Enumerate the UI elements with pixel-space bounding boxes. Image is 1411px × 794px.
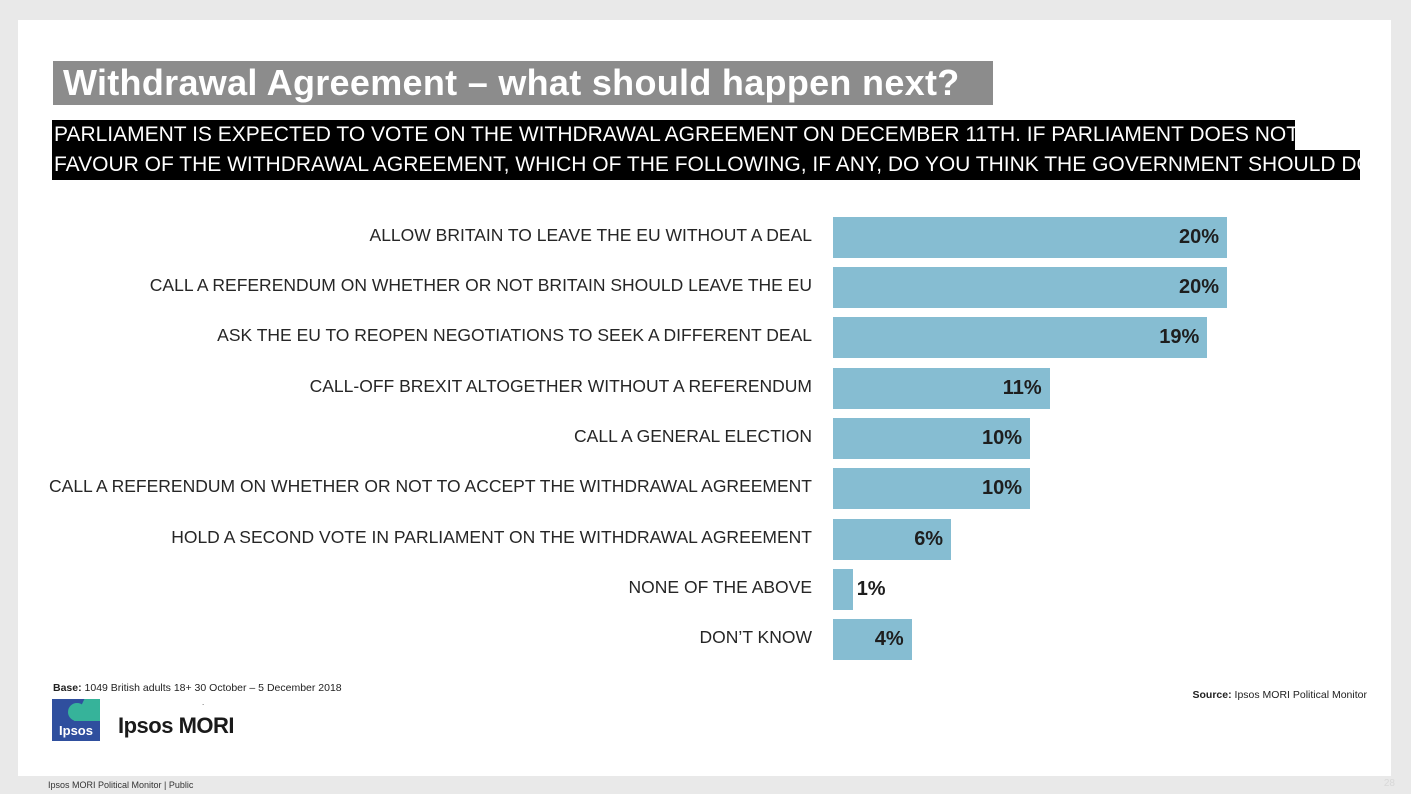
category-label: ASK THE EU TO REOPEN NEGOTIATIONS TO SEE… <box>217 325 812 345</box>
value-label: 6% <box>914 528 944 550</box>
source-label: Source: <box>1192 689 1232 701</box>
bar <box>833 368 1050 409</box>
page-number: 28 <box>1383 778 1395 789</box>
category-label: CALL A REFERENDUM ON WHETHER OR NOT TO A… <box>49 476 812 496</box>
bar <box>833 317 1208 358</box>
bar <box>833 418 1030 459</box>
value-label: 10% <box>982 477 1023 499</box>
bar <box>833 267 1227 308</box>
bar <box>833 468 1030 509</box>
value-label: 1% <box>856 578 886 600</box>
base-text: 1049 British adults 18+ 30 October – 5 D… <box>84 682 342 694</box>
value-label: 20% <box>1179 276 1220 298</box>
source-note: Source: Ipsos MORI Political Monitor <box>1193 689 1367 701</box>
source-text: Ipsos MORI Political Monitor <box>1234 689 1367 701</box>
question-line-1: PARLIAMENT IS EXPECTED TO VOTE ON THE WI… <box>52 120 1295 150</box>
value-label: 10% <box>982 427 1023 449</box>
category-label: CALL A REFERENDUM ON WHETHER OR NOT BRIT… <box>149 275 812 295</box>
slide: Withdrawal Agreement – what should happe… <box>18 20 1391 776</box>
footer-text: Ipsos MORI Political Monitor | Public <box>48 780 194 790</box>
value-label: 11% <box>1002 377 1042 399</box>
bar-chart: ALLOW BRITAIN TO LEAVE THE EU WITHOUT A … <box>18 20 1391 776</box>
brand-name: Ipsos MORI <box>118 713 235 738</box>
bar <box>833 569 853 610</box>
bar <box>833 519 952 560</box>
base-note: Base: 1049 British adults 18+ 30 October… <box>53 682 342 694</box>
logo-icon-text: Ipsos <box>59 723 93 738</box>
base-label: Base: <box>53 682 82 694</box>
bar <box>833 619 912 660</box>
category-label: CALL-OFF BREXIT ALTOGETHER WITHOUT A REF… <box>309 376 812 396</box>
category-label: NONE OF THE ABOVE <box>628 577 812 597</box>
value-label: 20% <box>1179 226 1220 248</box>
category-label: DON’T KNOW <box>699 627 812 647</box>
value-label: 19% <box>1159 326 1200 348</box>
question-line-2: FAVOUR OF THE WITHDRAWAL AGREEMENT, WHIC… <box>52 150 1360 180</box>
dot-mark: . <box>202 698 205 707</box>
ipsos-logo-icon: Ipsos <box>52 699 100 741</box>
title-banner: Withdrawal Agreement – what should happe… <box>53 61 993 105</box>
page-title: Withdrawal Agreement – what should happe… <box>63 62 960 103</box>
category-label: CALL A GENERAL ELECTION <box>574 426 812 446</box>
category-label: HOLD A SECOND VOTE IN PARLIAMENT ON THE … <box>171 527 812 547</box>
category-label: ALLOW BRITAIN TO LEAVE THE EU WITHOUT A … <box>369 225 812 245</box>
value-label: 4% <box>874 628 904 650</box>
bar <box>833 217 1227 258</box>
